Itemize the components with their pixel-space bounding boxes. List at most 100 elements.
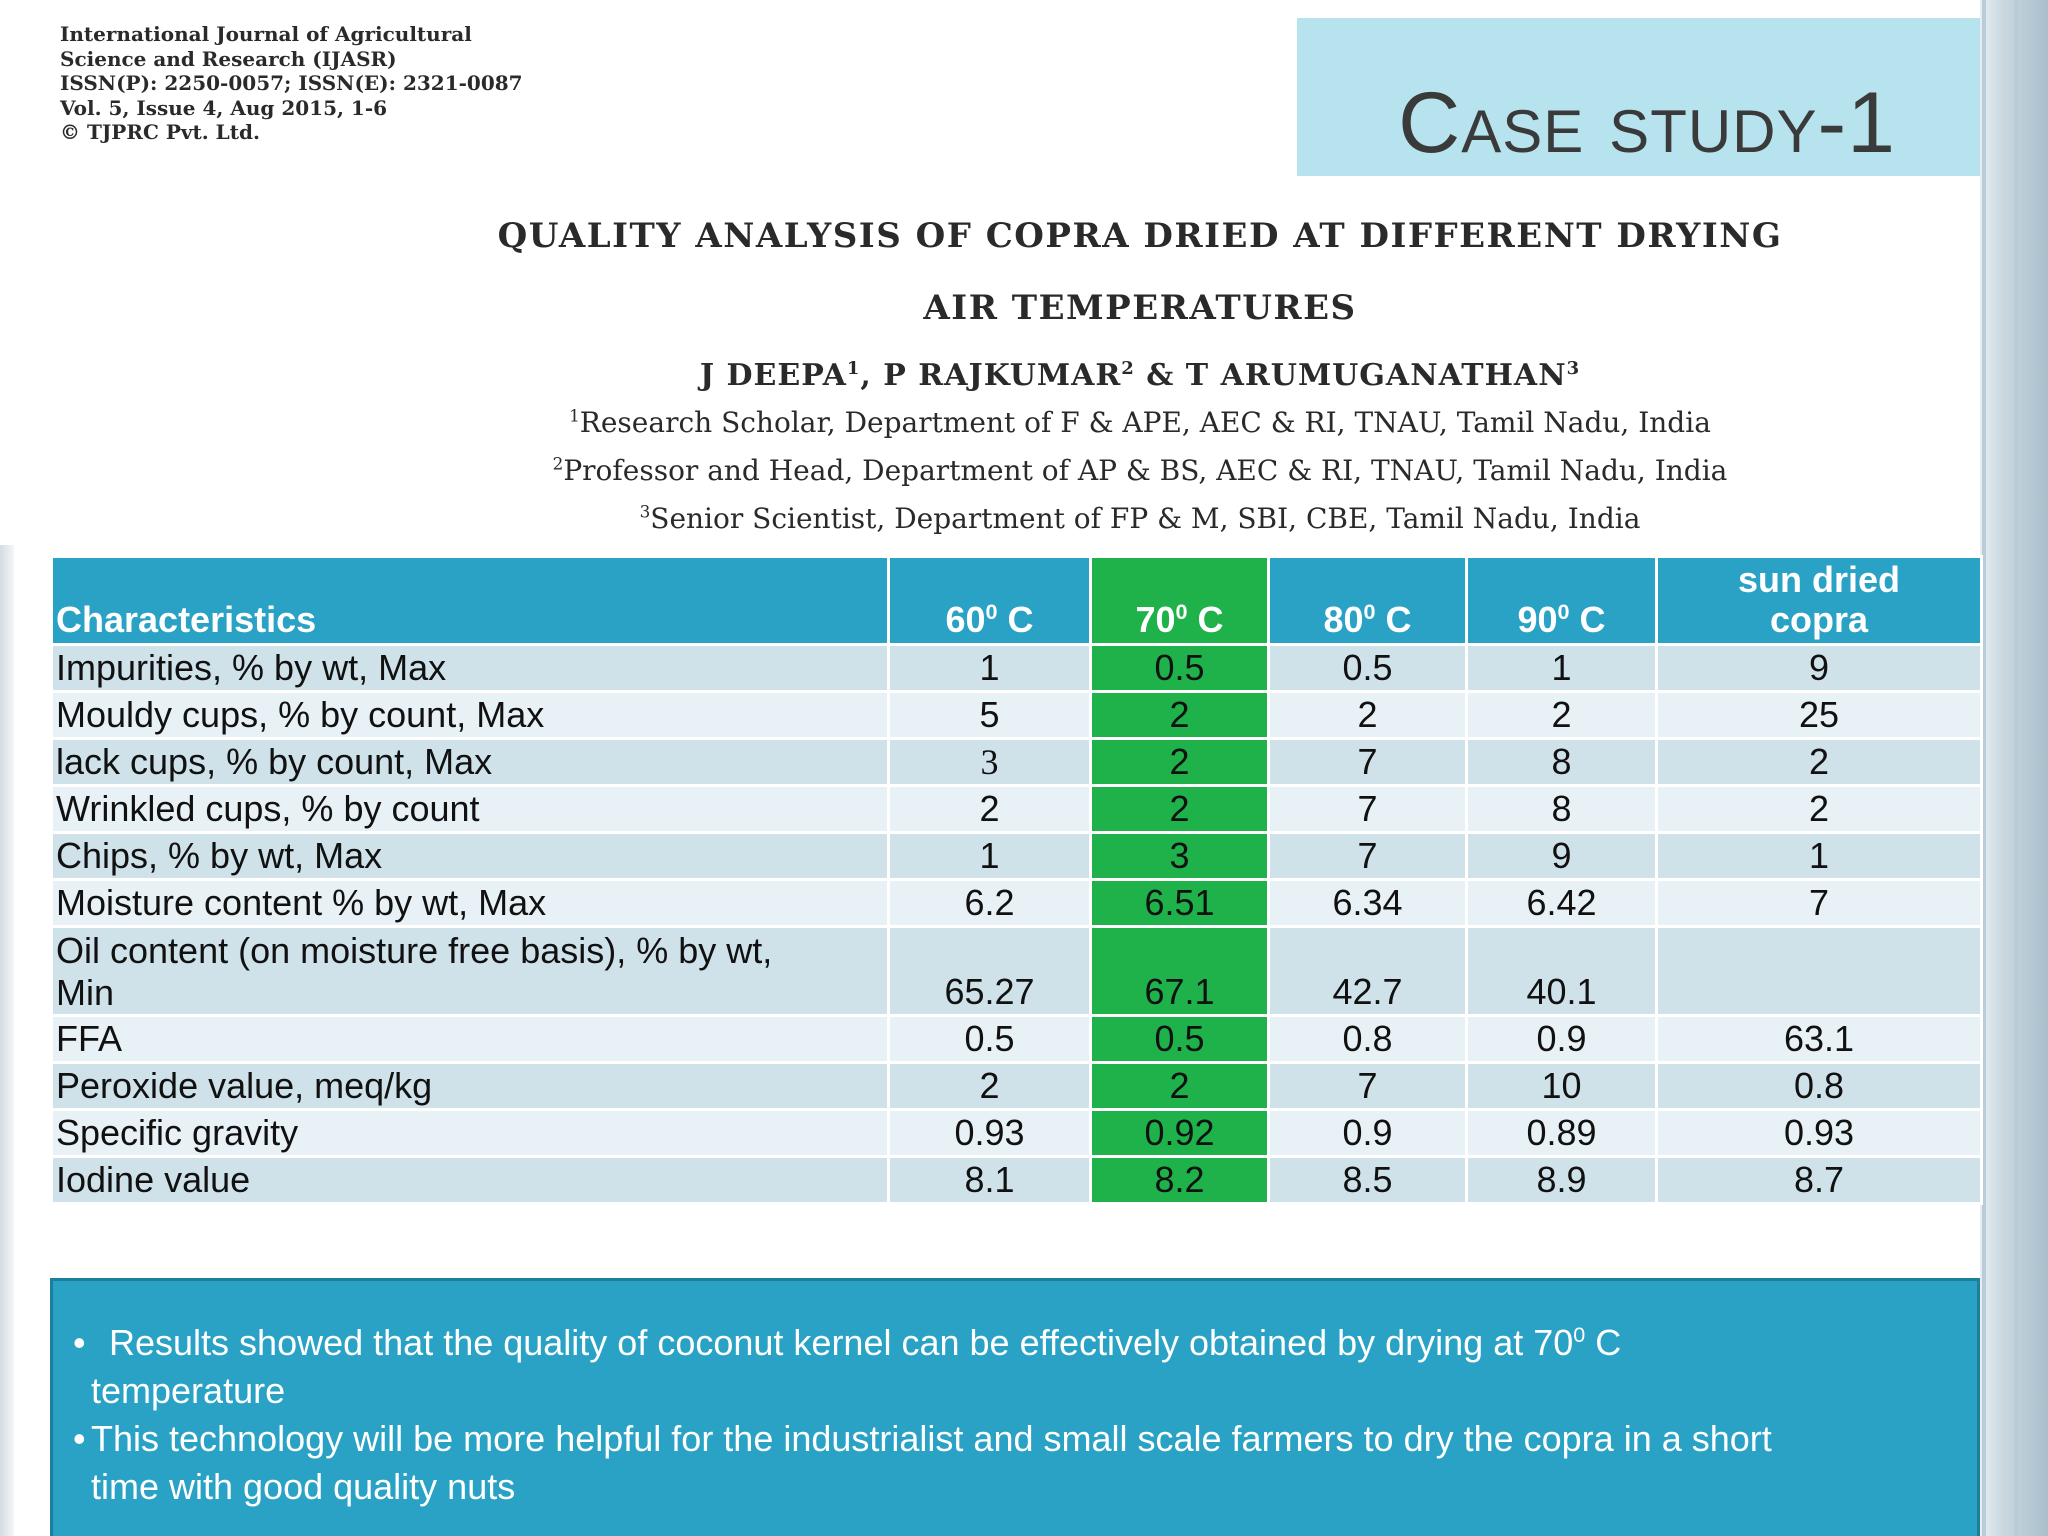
row-characteristic: Mouldy cups, % by count, Max [50,690,890,740]
table-row: Impurities, % by wt, Max 1 0.5 0.5 1 9 [50,643,1983,693]
cell-90c: 40.1 [1465,925,1658,1017]
header-60c: 600 C [887,555,1092,646]
row-characteristic: Impurities, % by wt, Max [50,643,890,693]
cell-60c: 2 [887,1061,1092,1111]
row-characteristic: Peroxide value, meq/kg [50,1061,890,1111]
journal-name: International Journal of Agricultural [60,22,472,46]
conclusion-bullet-1: • Results showed that the quality of coc… [73,1319,1621,1367]
cell-70c: 0.5 [1089,1014,1270,1064]
cell-90c: 0.9 [1465,1014,1658,1064]
cell-60c: 8.1 [887,1155,1092,1205]
affiliation-superscript: 1 [569,405,580,426]
bullet-icon: • [73,1322,86,1363]
cell-70c: 2 [1089,784,1270,834]
table-row: Moisture content % by wt, Max 6.2 6.51 6… [50,878,1983,928]
row-characteristic: lack cups, % by count, Max [50,737,890,787]
affiliation-superscript: 3 [639,501,651,522]
cell-90c: 9 [1465,831,1658,881]
cell-60c: 2 [887,784,1092,834]
cell-70c: 0.5 [1089,643,1270,693]
table-row: Iodine value 8.1 8.2 8.5 8.9 8.7 [50,1155,1983,1205]
author-name: & T ARUMUGANATHAN [1134,358,1567,393]
cell-90c: 10 [1465,1061,1658,1111]
cell-80c: 7 [1267,1061,1468,1111]
author-superscript: 3 [1566,358,1581,379]
table-row: Chips, % by wt, Max 1 3 7 9 1 [50,831,1983,881]
cell-80c: 7 [1267,737,1468,787]
cell-sun-dried: 0.8 [1655,1061,1983,1111]
cell-sun-dried: 2 [1655,737,1983,787]
cell-80c: 6.34 [1267,878,1468,928]
left-edge-decoration [0,545,14,1536]
row-characteristic: Moisture content % by wt, Max [50,878,890,928]
cell-70c: 6.51 [1089,878,1270,928]
cell-90c: 2 [1465,690,1658,740]
affiliation-3: 3Senior Scientist, Department of FP & M,… [300,502,1980,535]
cell-sun-dried: 63.1 [1655,1014,1983,1064]
conclusion-bullet-2-cont: time with good quality nuts [91,1466,516,1507]
cell-60c: 65.27 [887,925,1092,1017]
header-70c: 700 C [1089,555,1270,646]
cell-80c: 7 [1267,831,1468,881]
table-row: Oil content (on moisture free basis), % … [50,925,1983,1017]
cell-sun-dried: 9 [1655,643,1983,693]
cell-80c: 0.9 [1267,1108,1468,1158]
bullet-icon: • [73,1418,86,1459]
cell-90c: 0.89 [1465,1108,1658,1158]
affiliation-1: 1Research Scholar, Department of F & APE… [300,406,1980,439]
cell-sun-dried: 0.93 [1655,1108,1983,1158]
edge-line [2014,0,2018,1536]
edge-line [1982,0,1986,1536]
cell-sun-dried [1655,925,1983,1017]
row-characteristic: FFA [50,1014,890,1064]
author-name: J DEEPA [699,358,847,393]
cell-sun-dried: 2 [1655,784,1983,834]
cell-80c: 7 [1267,784,1468,834]
cell-sun-dried: 7 [1655,878,1983,928]
author-superscript: 1 [846,358,861,379]
cell-60c: 1 [887,831,1092,881]
cell-70c: 2 [1089,1061,1270,1111]
author-superscript: 2 [1121,358,1135,379]
journal-name-cont: Science and Research (IJASR) [60,46,397,71]
cell-70c: 2 [1089,690,1270,740]
row-characteristic: Specific gravity [50,1108,890,1158]
cell-80c: 2 [1267,690,1468,740]
table-header-row: Characteristics 600 C 700 C 800 C 900 C … [50,555,1983,646]
conclusion-bullet-2: • This technology will be more helpful fo… [73,1415,1772,1463]
cell-sun-dried: 8.7 [1655,1155,1983,1205]
cell-90c: 8 [1465,784,1658,834]
cell-60c: 6.2 [887,878,1092,928]
journal-volume: Vol. 5, Issue 4, Aug 2015, 1-6 [60,95,388,120]
cell-90c: 8.9 [1465,1155,1658,1205]
row-characteristic: Chips, % by wt, Max [50,831,890,881]
slide-title: Case study-1 [1398,75,1896,171]
affiliation-text: Senior Scientist, Department of FP & M, … [650,502,1641,535]
paper-title-line1: QUALITY ANALYSIS OF COPRA DRIED AT DIFFE… [497,216,1783,256]
row-characteristic: Iodine value [50,1155,890,1205]
cell-90c: 8 [1465,737,1658,787]
affiliation-superscript: 2 [552,453,564,474]
cell-70c: 67.1 [1089,925,1270,1017]
cell-70c: 0.92 [1089,1108,1270,1158]
table-row: FFA 0.5 0.5 0.8 0.9 63.1 [50,1014,1983,1064]
cell-60c: 0.5 [887,1014,1092,1064]
cell-90c: 6.42 [1465,878,1658,928]
table-row: Specific gravity 0.93 0.92 0.9 0.89 0.93 [50,1108,1983,1158]
cell-70c: 2 [1089,737,1270,787]
cell-80c: 0.5 [1267,643,1468,693]
cell-80c: 42.7 [1267,925,1468,1017]
cell-sun-dried: 1 [1655,831,1983,881]
cell-70c: 8.2 [1089,1155,1270,1205]
author-name: , P RAJKUMAR [860,358,1122,393]
header-sun-dried: sun dried copra [1655,555,1983,646]
header-characteristics: Characteristics [50,555,890,646]
row-characteristic: Oil content (on moisture free basis), % … [50,925,890,1017]
case-study-box: Case study-1 [1297,18,1980,176]
conclusion-bullet-1-cont: temperature [91,1370,286,1411]
cell-90c: 1 [1465,643,1658,693]
cell-80c: 8.5 [1267,1155,1468,1205]
table-row: lack cups, % by count, Max 3 2 7 8 2 [50,737,1983,787]
journal-info: International Journal of Agricultural Sc… [60,22,700,145]
conclusion-box: • Results showed that the quality of coc… [50,1278,1980,1536]
